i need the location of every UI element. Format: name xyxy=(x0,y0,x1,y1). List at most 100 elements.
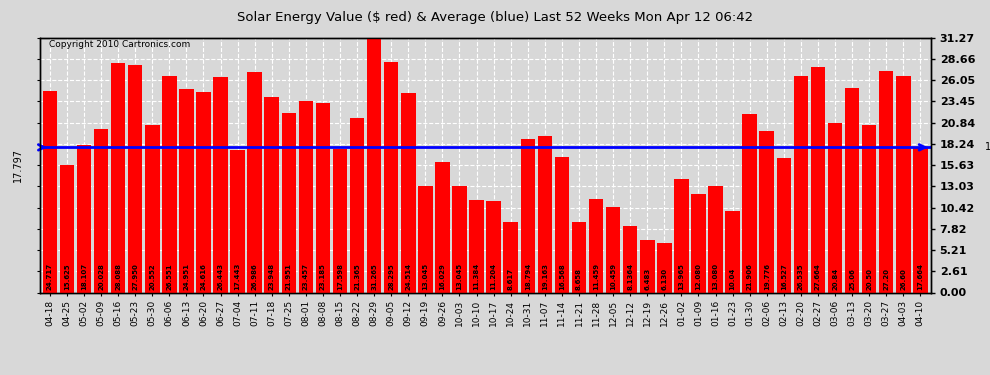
Bar xyxy=(469,200,484,292)
Bar xyxy=(759,131,774,292)
Text: 16.527: 16.527 xyxy=(781,263,787,290)
Text: 21.365: 21.365 xyxy=(354,263,360,290)
Bar xyxy=(691,194,706,292)
Text: 23.457: 23.457 xyxy=(303,263,309,290)
Bar xyxy=(248,72,262,292)
Bar xyxy=(896,76,911,292)
Text: 17.443: 17.443 xyxy=(235,262,241,290)
Text: Solar Energy Value ($ red) & Average (blue) Last 52 Weeks Mon Apr 12 06:42: Solar Energy Value ($ red) & Average (bl… xyxy=(237,11,753,24)
Text: 13.080: 13.080 xyxy=(713,263,719,290)
Text: 21.906: 21.906 xyxy=(746,263,752,290)
Bar xyxy=(674,178,689,292)
Bar xyxy=(844,88,859,292)
Text: 20.552: 20.552 xyxy=(149,263,155,290)
Text: 13.965: 13.965 xyxy=(678,263,684,290)
Bar xyxy=(59,165,74,292)
Text: 11.384: 11.384 xyxy=(473,263,479,290)
Text: 17.797: 17.797 xyxy=(985,142,990,152)
Text: 27.20: 27.20 xyxy=(883,268,889,290)
Text: 21.951: 21.951 xyxy=(286,263,292,290)
Bar xyxy=(418,186,433,292)
Text: 13.045: 13.045 xyxy=(423,263,429,290)
Bar xyxy=(606,207,621,292)
Bar xyxy=(504,222,518,292)
Text: 16.029: 16.029 xyxy=(440,263,446,290)
Text: 23.185: 23.185 xyxy=(320,263,326,290)
Text: Copyright 2010 Cartronics.com: Copyright 2010 Cartronics.com xyxy=(49,40,190,49)
Bar xyxy=(794,76,808,292)
Bar xyxy=(452,186,466,292)
Bar xyxy=(811,67,826,292)
Text: 17.664: 17.664 xyxy=(918,263,924,290)
Bar xyxy=(231,150,245,292)
Bar xyxy=(145,125,159,292)
Text: 28.295: 28.295 xyxy=(388,263,394,290)
Text: 27.950: 27.950 xyxy=(133,263,139,290)
Bar xyxy=(299,101,313,292)
Text: 25.06: 25.06 xyxy=(849,268,855,290)
Text: 19.776: 19.776 xyxy=(763,263,770,290)
Text: 20.028: 20.028 xyxy=(98,263,104,290)
Text: 11.204: 11.204 xyxy=(491,263,497,290)
Text: 8.658: 8.658 xyxy=(576,268,582,290)
Text: 11.459: 11.459 xyxy=(593,263,599,290)
Bar xyxy=(213,77,228,292)
Text: 26.443: 26.443 xyxy=(218,263,224,290)
Bar xyxy=(571,222,586,292)
Bar xyxy=(913,148,928,292)
Bar xyxy=(333,149,347,292)
Text: 19.163: 19.163 xyxy=(542,263,547,290)
Bar xyxy=(196,92,211,292)
Text: 26.986: 26.986 xyxy=(251,263,257,290)
Bar xyxy=(77,145,91,292)
Text: 24.951: 24.951 xyxy=(183,263,189,290)
Text: 10.04: 10.04 xyxy=(730,268,736,290)
Bar xyxy=(726,211,740,292)
Bar xyxy=(128,64,143,292)
Bar xyxy=(554,158,569,292)
Text: 26.551: 26.551 xyxy=(166,263,172,290)
Bar xyxy=(401,93,416,292)
Text: 6.130: 6.130 xyxy=(661,268,667,290)
Bar xyxy=(436,162,449,292)
Text: 18.794: 18.794 xyxy=(525,263,531,290)
Text: 24.514: 24.514 xyxy=(405,263,411,290)
Bar xyxy=(281,114,296,292)
Text: 13.045: 13.045 xyxy=(456,263,462,290)
Text: 24.616: 24.616 xyxy=(200,263,207,290)
Bar xyxy=(367,38,381,292)
Text: 15.625: 15.625 xyxy=(64,263,70,290)
Text: 26.535: 26.535 xyxy=(798,263,804,290)
Bar xyxy=(640,240,654,292)
Bar xyxy=(623,226,638,292)
Text: 28.088: 28.088 xyxy=(115,263,121,290)
Bar xyxy=(384,62,398,292)
Bar xyxy=(162,76,176,292)
Bar xyxy=(111,63,126,292)
Bar xyxy=(349,118,364,292)
Bar xyxy=(776,158,791,292)
Text: 12.080: 12.080 xyxy=(695,263,702,290)
Bar xyxy=(828,123,842,292)
Bar xyxy=(708,186,723,292)
Bar xyxy=(589,199,603,292)
Bar xyxy=(264,97,279,292)
Bar xyxy=(657,243,671,292)
Text: 31.265: 31.265 xyxy=(371,263,377,290)
Text: 17.797: 17.797 xyxy=(13,148,23,182)
Bar xyxy=(316,104,331,292)
Text: 23.948: 23.948 xyxy=(268,263,275,290)
Bar xyxy=(179,89,194,292)
Bar xyxy=(521,139,535,292)
Bar xyxy=(43,91,57,292)
Text: 20.50: 20.50 xyxy=(866,268,872,290)
Text: 16.568: 16.568 xyxy=(559,263,565,290)
Bar xyxy=(879,71,893,292)
Bar xyxy=(862,125,876,292)
Text: 18.107: 18.107 xyxy=(81,263,87,290)
Bar xyxy=(94,129,108,292)
Text: 17.598: 17.598 xyxy=(337,263,343,290)
Text: 8.617: 8.617 xyxy=(508,268,514,290)
Text: 27.664: 27.664 xyxy=(815,263,821,290)
Text: 20.84: 20.84 xyxy=(832,268,838,290)
